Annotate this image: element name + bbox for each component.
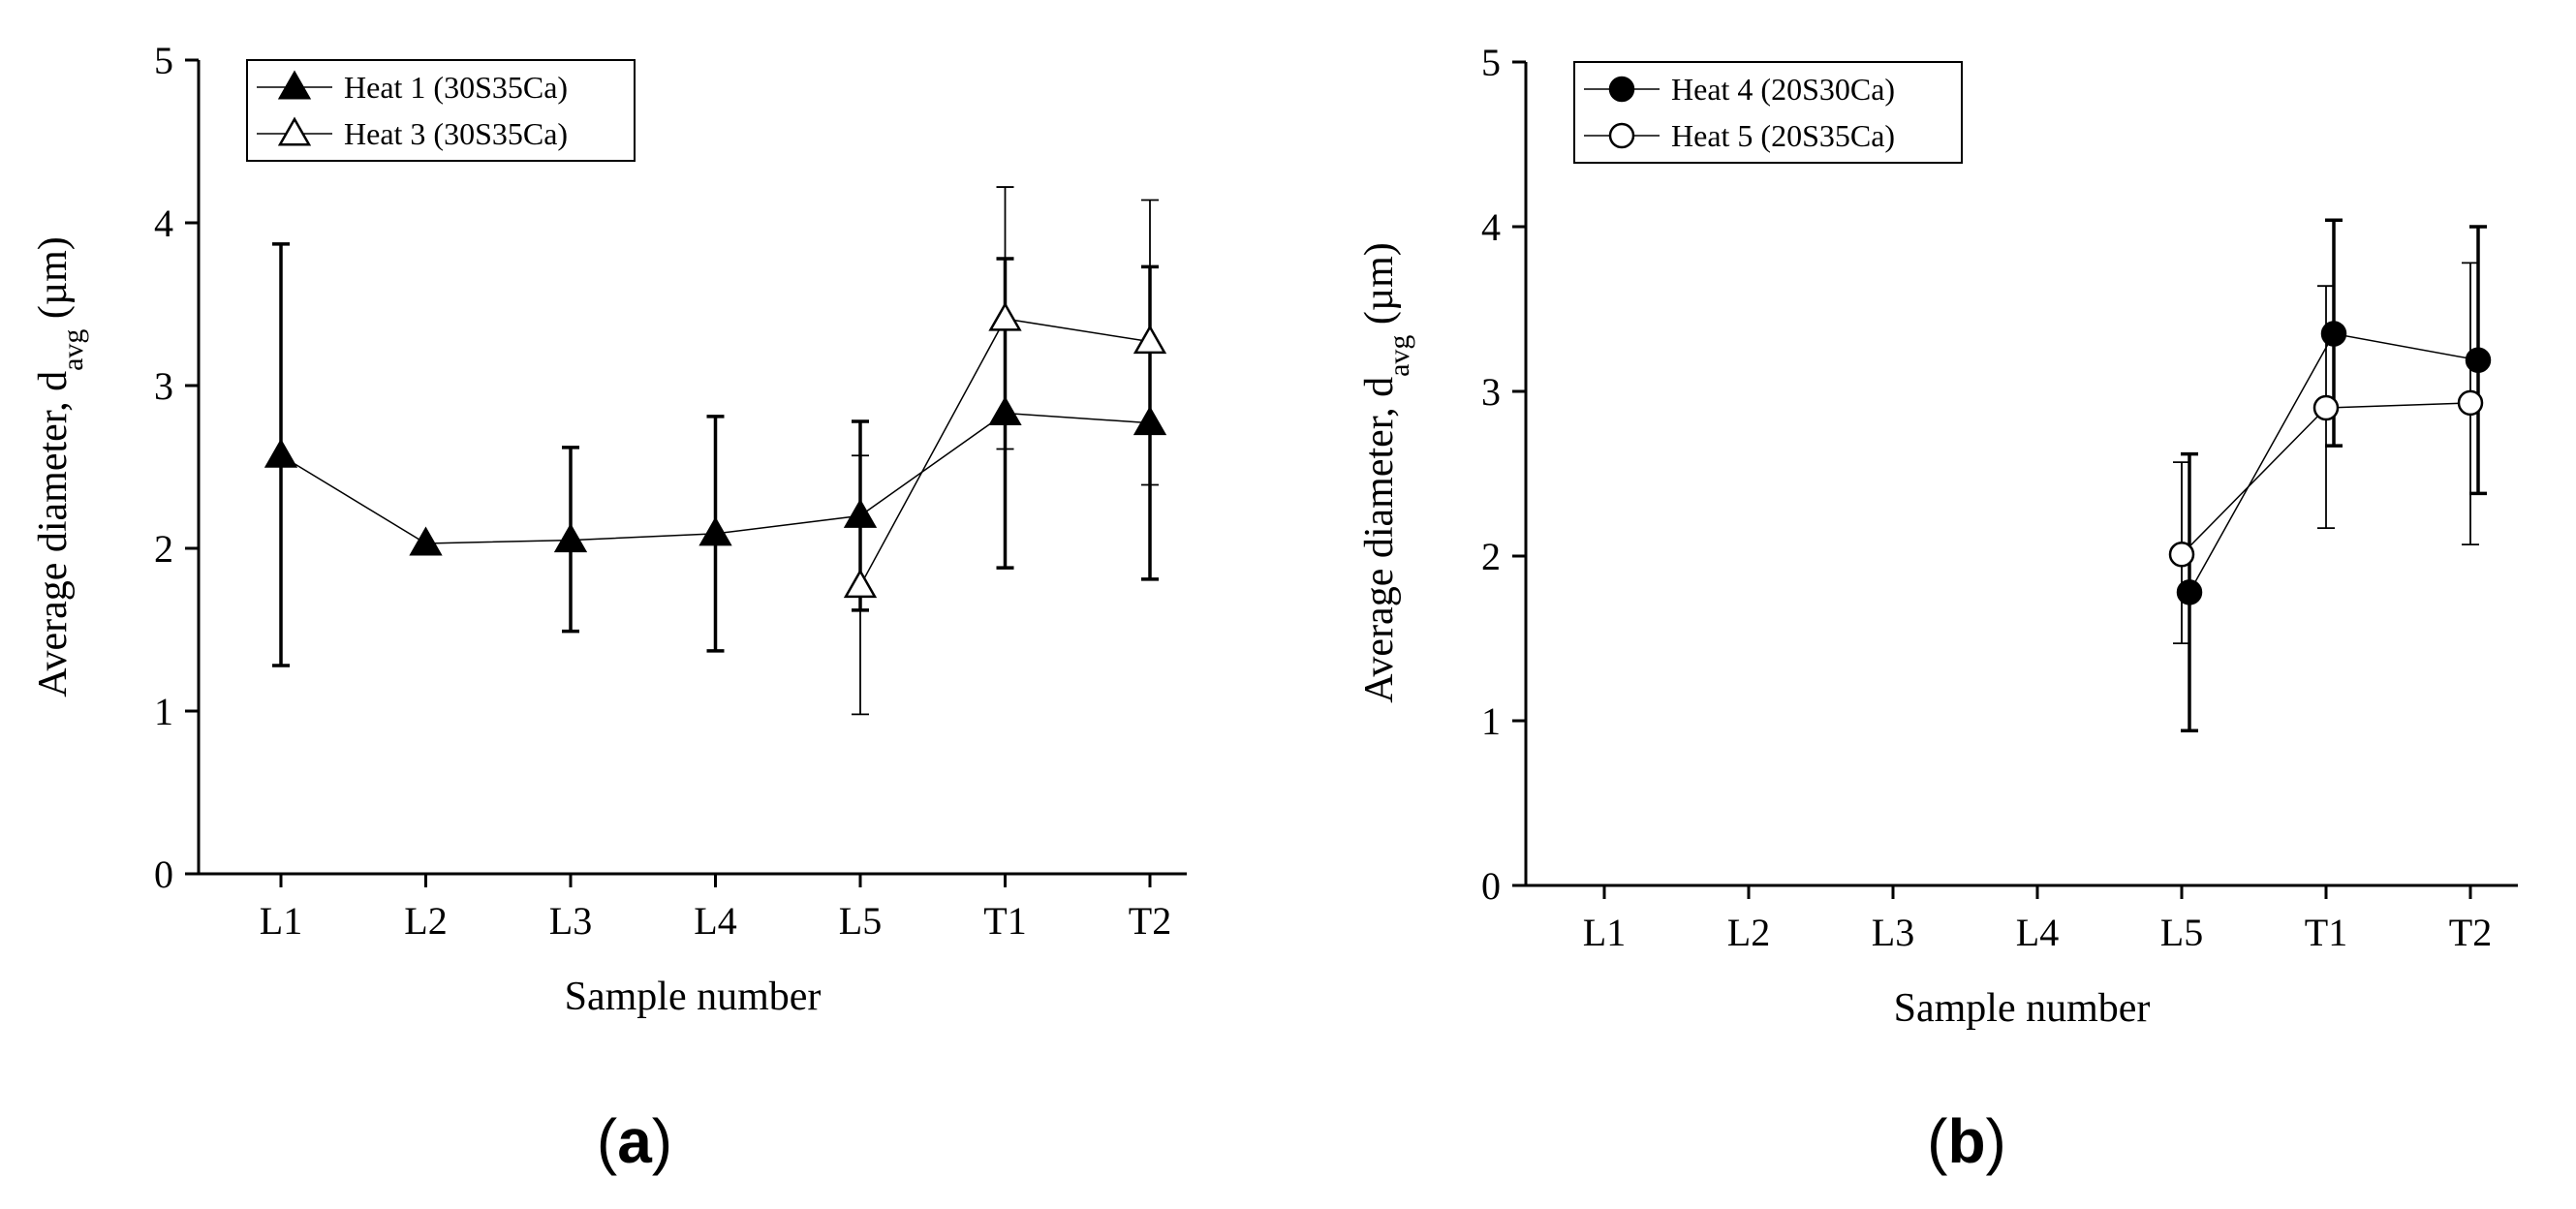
legend-label: Heat 1 (30S35Ca): [344, 70, 568, 105]
data-point: [264, 438, 298, 468]
x-tick-label: L2: [404, 899, 447, 943]
series-1: [264, 242, 1167, 667]
x-tick-label: L4: [2016, 911, 2059, 954]
series-2: [2168, 262, 2484, 644]
y-tick-label: 1: [1481, 699, 1501, 743]
x-tick-label: L5: [2160, 911, 2203, 954]
panel-label: (b): [1927, 1106, 2006, 1176]
y-tick-label: 5: [154, 39, 173, 82]
y-tick-label: 4: [154, 202, 173, 245]
legend-label: Heat 5 (20S35Ca): [1671, 118, 1895, 153]
x-tick-label: T1: [983, 899, 1026, 943]
y-tick-label: 0: [154, 852, 173, 896]
panel-label: (a): [597, 1106, 672, 1176]
x-tick-label: L1: [1583, 911, 1626, 954]
data-point: [409, 526, 443, 556]
y-axis-title: Average diameter, davg (µm): [1357, 242, 1415, 703]
x-axis-title: Sample number: [1894, 986, 2151, 1031]
x-axis-title: Sample number: [565, 975, 822, 1019]
chart-panel-a: 0 1 2 3 4 5 L1 L2 L3 L4 L5 T1 T2 Sample number Average…: [31, 39, 1187, 1176]
data-point: [2312, 394, 2340, 421]
y-tick-label: 2: [1481, 535, 1501, 578]
y-tick-label: 2: [154, 527, 173, 571]
data-point: [2457, 389, 2484, 417]
y-tick-label: 3: [1481, 370, 1501, 414]
x-tick-label: L5: [839, 899, 882, 943]
data-point: [2176, 579, 2203, 605]
series-1: [2176, 218, 2492, 732]
data-point: [988, 301, 1022, 331]
data-point: [553, 523, 588, 553]
y-tick-label: 0: [1481, 864, 1501, 908]
x-tick-label: L3: [549, 899, 592, 943]
x-tick-label: L2: [1727, 911, 1770, 954]
x-tick-label: T2: [2449, 911, 2492, 954]
chart-panel-b: 0 1 2 3 4 5 L1 L2 L3 L4 L5 T1 T2 Sample number Average…: [1357, 41, 2518, 1176]
legend-label: Heat 4 (20S30Ca): [1671, 72, 1895, 107]
x-tick-label: L3: [1872, 911, 1914, 954]
data-point: [698, 516, 732, 546]
data-point: [2320, 321, 2347, 347]
series-2: [843, 186, 1167, 716]
data-point: [2168, 542, 2195, 568]
legend-marker: [277, 70, 312, 100]
data-point: [2465, 347, 2492, 373]
data-point: [843, 569, 878, 599]
y-tick-label: 4: [1481, 205, 1501, 249]
y-tick-label: 1: [154, 690, 173, 733]
x-tick-label: L1: [260, 899, 302, 943]
legend-box: [1573, 61, 1963, 164]
y-axis-title: Average diameter, davg (µm): [31, 236, 89, 698]
legend-marker: [1608, 122, 1635, 149]
legend-marker: [277, 116, 312, 146]
legend-marker: [1608, 76, 1635, 103]
y-tick-label: 3: [154, 364, 173, 408]
x-tick-label: T2: [1129, 899, 1171, 943]
data-point: [1133, 325, 1167, 355]
x-tick-label: L4: [694, 899, 736, 943]
legend-label: Heat 3 (30S35Ca): [344, 116, 568, 151]
y-tick-label: 5: [1481, 41, 1501, 84]
legend-box: [246, 59, 636, 162]
x-tick-label: T1: [2305, 911, 2347, 954]
